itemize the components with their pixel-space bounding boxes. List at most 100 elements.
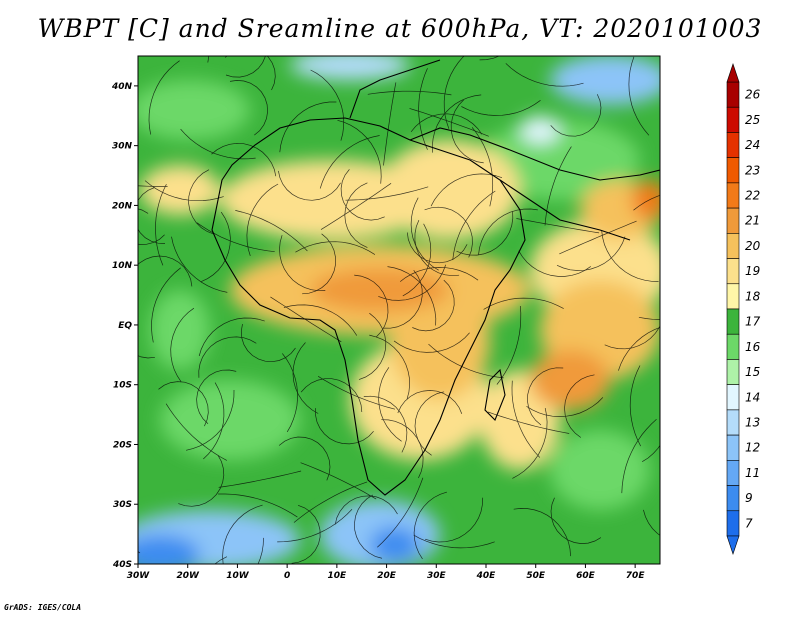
streamline xyxy=(413,534,495,549)
colorbar-swatch xyxy=(726,81,740,108)
streamline xyxy=(345,186,429,201)
streamline xyxy=(428,343,504,379)
streamline xyxy=(487,411,570,434)
colorbar-swatch xyxy=(726,283,740,310)
streamline xyxy=(412,279,455,332)
x-tick-label: 10E xyxy=(328,571,348,581)
streamline xyxy=(302,233,336,295)
streamline xyxy=(601,230,659,282)
streamline xyxy=(144,180,224,202)
streamline xyxy=(505,63,584,87)
streamline xyxy=(564,374,595,438)
streamline xyxy=(257,537,264,564)
streamline xyxy=(418,68,428,150)
streamline xyxy=(629,365,642,447)
streamline xyxy=(278,436,331,481)
x-tick-label: 70E xyxy=(626,571,646,581)
streamline xyxy=(158,381,209,427)
streamline xyxy=(235,210,308,252)
streamline xyxy=(300,378,363,413)
streamline xyxy=(618,326,660,371)
streamline xyxy=(518,250,591,277)
colorbar: 26 25 24 23 22 21 20 19 18 17 16 15 14 13 12 11 9 7 xyxy=(726,63,761,555)
grads-credit: GrADS: IGES/COLA xyxy=(4,603,82,612)
streamline xyxy=(387,266,437,326)
streamline xyxy=(443,56,465,129)
streamline xyxy=(369,334,410,399)
colorbar-label: 23 xyxy=(745,163,760,177)
streamline xyxy=(291,504,321,564)
colorbar-label: 11 xyxy=(745,466,760,480)
colorbar-swatch xyxy=(726,207,740,234)
streamline xyxy=(188,169,214,235)
colorbar-swatch xyxy=(726,434,740,461)
colorbar-swatch xyxy=(726,409,740,436)
streamline xyxy=(402,223,432,297)
streamline xyxy=(155,184,167,266)
streamline xyxy=(516,218,600,234)
colorbar-swatch xyxy=(726,233,740,259)
colorbar-label: 7 xyxy=(745,516,753,530)
map-title: WBPT [C] and Sreamline at 600hPa, VT: 20… xyxy=(37,14,763,43)
streamline xyxy=(354,274,389,338)
streamline xyxy=(203,382,225,460)
streamline xyxy=(315,408,374,445)
streamline xyxy=(283,304,358,336)
colorbar-swatch xyxy=(726,308,740,335)
x-tick-label: 30E xyxy=(427,571,447,581)
streamline xyxy=(138,185,168,187)
colorbar-max-arrow xyxy=(726,63,740,83)
streamline xyxy=(556,236,626,271)
streamline xyxy=(225,56,266,78)
streamline xyxy=(344,182,368,248)
streamline xyxy=(295,241,376,255)
y-tick-label: 20N xyxy=(112,201,133,211)
colorbar-label: 15 xyxy=(745,365,760,379)
streamline xyxy=(381,419,424,479)
colorbar-label: 17 xyxy=(745,315,761,329)
streamline xyxy=(550,497,602,544)
streamline xyxy=(317,375,396,410)
colorbar-swatch xyxy=(726,106,740,133)
streamline xyxy=(483,297,564,310)
streamline xyxy=(513,508,571,557)
streamline xyxy=(410,197,439,271)
streamline xyxy=(229,80,268,136)
streamline xyxy=(406,232,468,264)
streamline xyxy=(628,56,650,136)
streamline xyxy=(279,235,326,292)
coastlines xyxy=(211,59,660,496)
longitude-axis: 30W 20W 10W 0 10E 20E 30E 40E 50E 60E 70E xyxy=(127,564,646,581)
streamline xyxy=(340,169,385,221)
streamline xyxy=(196,222,275,253)
colorbar-label: 13 xyxy=(745,416,760,430)
x-tick-label: 0 xyxy=(284,571,290,581)
streamline xyxy=(292,342,319,414)
colorbar-label: 22 xyxy=(745,189,760,203)
y-tick-label: 10S xyxy=(113,381,132,391)
colorbar-swatch xyxy=(726,157,740,184)
streamline xyxy=(225,56,276,91)
streamline xyxy=(413,491,448,560)
colorbar-swatch xyxy=(726,359,740,385)
x-tick-label: 20W xyxy=(176,571,200,581)
streamline xyxy=(452,190,496,261)
streamline xyxy=(358,312,387,380)
streamline xyxy=(383,269,423,329)
streamline xyxy=(642,444,660,462)
wbpt-shaded-field xyxy=(138,56,660,564)
streamline xyxy=(198,336,257,378)
streamline xyxy=(425,497,484,543)
streamline xyxy=(399,267,479,282)
colorbar-swatch xyxy=(726,384,740,411)
streamline xyxy=(461,100,541,116)
streamline xyxy=(278,170,341,201)
x-tick-label: 40E xyxy=(476,571,497,581)
streamline xyxy=(479,56,501,61)
streamline xyxy=(279,101,337,153)
streamline xyxy=(270,296,342,343)
streamline xyxy=(410,113,483,135)
colorbar-label: 18 xyxy=(745,289,761,303)
streamline xyxy=(378,264,447,301)
colorbar-label: 26 xyxy=(745,88,761,102)
